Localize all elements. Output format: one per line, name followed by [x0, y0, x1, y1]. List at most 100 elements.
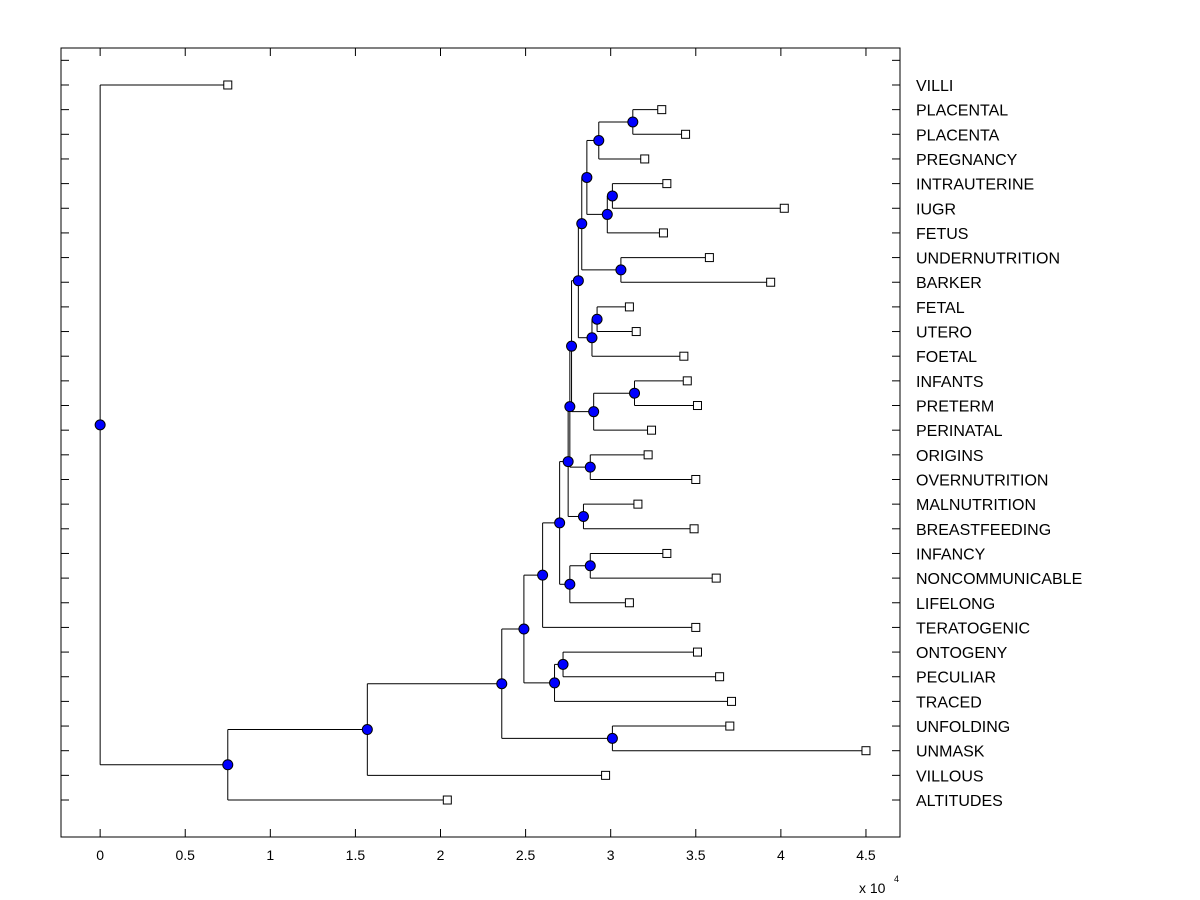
x-multiplier-exponent: 4: [894, 874, 899, 884]
leaf-marker: [681, 129, 691, 139]
leaf-label: INFANTS: [916, 374, 984, 391]
node-marker: [518, 623, 530, 635]
leaf-label: FOETAL: [916, 349, 977, 366]
leaf-markers: [223, 80, 871, 805]
leaf-label: VILLOUS: [916, 768, 984, 785]
node-marker: [557, 658, 569, 670]
leaf-label: OVERNUTRITION: [916, 472, 1048, 489]
leaf-label: UNDERNUTRITION: [916, 251, 1060, 268]
leaf-marker: [657, 105, 667, 115]
leaf-marker: [691, 622, 701, 632]
leaf-label: PLACENTA: [916, 127, 1000, 144]
leaf-label: PLACENTAL: [916, 103, 1008, 120]
node-marker: [615, 264, 627, 276]
x-tick-label: 3: [607, 847, 615, 863]
leaf-label: IUGR: [916, 201, 956, 218]
x-tick-label: 4: [777, 847, 785, 863]
leaf-marker: [647, 425, 657, 435]
node-markers: [94, 116, 641, 771]
leaf-label: ONTOGENY: [916, 645, 1008, 662]
leaf-marker: [766, 277, 776, 287]
leaf-marker: [633, 499, 643, 509]
leaf-marker: [692, 401, 702, 411]
x-tick-label: 0.5: [175, 847, 195, 863]
node-marker: [593, 134, 605, 146]
leaf-label: INTRAUTERINE: [916, 177, 1034, 194]
leaf-label: NONCOMMUNICABLE: [916, 571, 1082, 588]
leaf-marker: [679, 351, 689, 361]
node-marker: [606, 732, 618, 744]
leaf-marker: [689, 524, 699, 534]
node-marker: [562, 456, 574, 468]
leaf-label: PREGNANCY: [916, 152, 1018, 169]
x-ticks: 0 0.5 1 1.5 2 2.5 3 3.5 4 4.5: [96, 48, 876, 863]
node-marker: [361, 724, 373, 736]
node-marker: [601, 208, 613, 220]
x-tick-label: 4.5: [856, 847, 876, 863]
node-marker: [588, 406, 600, 418]
leaf-label: PRETERM: [916, 399, 994, 416]
leaf-labels: VILLI PLACENTAL PLACENTA PREGNANCY INTRAUTER…: [916, 78, 1082, 810]
node-marker: [606, 190, 618, 202]
leaf-label: MALNUTRITION: [916, 497, 1036, 514]
leaf-marker: [624, 302, 634, 312]
leaf-marker: [662, 548, 672, 558]
leaf-marker: [662, 179, 672, 189]
node-marker: [584, 560, 596, 572]
node-marker: [577, 510, 589, 522]
leaf-label: INFANCY: [916, 546, 986, 563]
y-ticks: [61, 59, 900, 801]
leaf-label: FETAL: [916, 300, 965, 317]
leaf-marker: [643, 450, 653, 460]
leaf-label: BARKER: [916, 275, 982, 292]
leaf-label: LIFELONG: [916, 596, 995, 613]
node-marker: [566, 340, 578, 352]
node-marker: [576, 218, 588, 230]
leaf-label: UNMASK: [916, 744, 985, 761]
leaf-marker: [715, 672, 725, 682]
leaf-marker: [704, 253, 714, 263]
leaf-marker: [692, 647, 702, 657]
x-axis-multiplier: x 10 4: [859, 874, 899, 896]
node-marker: [496, 678, 508, 690]
leaf-marker: [601, 770, 611, 780]
node-marker: [554, 517, 566, 529]
leaf-marker: [711, 573, 721, 583]
node-marker: [537, 569, 549, 581]
node-marker: [94, 419, 106, 431]
leaf-label: FETUS: [916, 226, 968, 243]
node-marker: [627, 116, 639, 128]
leaf-label: PERINATAL: [916, 423, 1003, 440]
x-tick-label: 0: [96, 847, 104, 863]
leaf-marker: [658, 228, 668, 238]
leaf-label: VILLI: [916, 78, 953, 95]
leaf-marker: [691, 474, 701, 484]
plot-area: [60, 47, 901, 838]
leaf-marker: [624, 598, 634, 608]
leaf-marker: [727, 696, 737, 706]
leaf-label: UNFOLDING: [916, 719, 1010, 736]
leaf-label: BREASTFEEDING: [916, 522, 1051, 539]
node-marker: [564, 578, 576, 590]
node-marker: [564, 401, 576, 413]
leaf-label: ALTITUDES: [916, 793, 1003, 810]
leaf-marker: [223, 80, 233, 90]
node-marker: [584, 461, 596, 473]
x-tick-label: 1.5: [346, 847, 366, 863]
leaf-label: TRACED: [916, 694, 982, 711]
leaf-marker: [442, 795, 452, 805]
x-tick-label: 2.5: [516, 847, 536, 863]
leaf-marker: [631, 327, 641, 337]
leaf-marker: [725, 721, 735, 731]
node-marker: [629, 387, 641, 399]
node-marker: [586, 332, 598, 344]
leaf-marker: [640, 154, 650, 164]
x-tick-label: 2: [437, 847, 445, 863]
leaf-label: TERATOGENIC: [916, 620, 1030, 637]
node-marker: [222, 759, 234, 771]
leaf-label: ORIGINS: [916, 448, 984, 465]
leaf-marker: [861, 746, 871, 756]
x-multiplier-base: x 10: [859, 880, 886, 896]
node-marker: [581, 171, 593, 183]
leaf-marker: [682, 376, 692, 386]
